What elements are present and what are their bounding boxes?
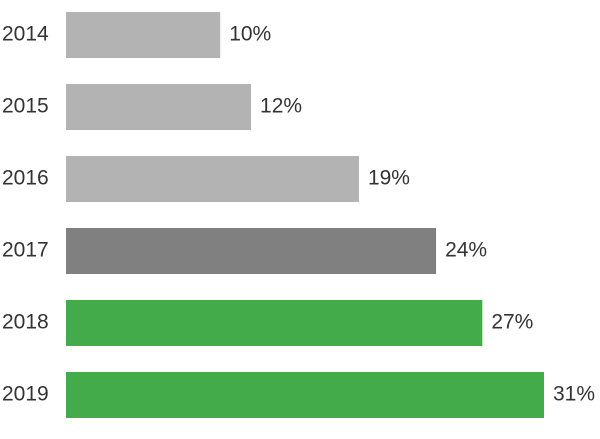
category-label: 2017 <box>2 239 49 262</box>
value-label: 10% <box>229 23 271 46</box>
category-label: 2018 <box>2 311 49 334</box>
category-label: 2019 <box>2 383 49 406</box>
value-label: 31% <box>553 383 595 406</box>
category-label: 2014 <box>2 23 49 46</box>
bar <box>66 372 544 418</box>
value-label: 27% <box>491 311 533 334</box>
category-label: 2016 <box>2 167 49 190</box>
category-label: 2015 <box>2 95 49 118</box>
bar <box>66 84 252 130</box>
bar <box>66 12 221 58</box>
value-label: 19% <box>368 167 410 190</box>
bar <box>66 300 483 346</box>
value-label: 24% <box>445 239 487 262</box>
bar <box>66 228 437 274</box>
bar <box>66 156 359 202</box>
value-label: 12% <box>260 95 302 118</box>
